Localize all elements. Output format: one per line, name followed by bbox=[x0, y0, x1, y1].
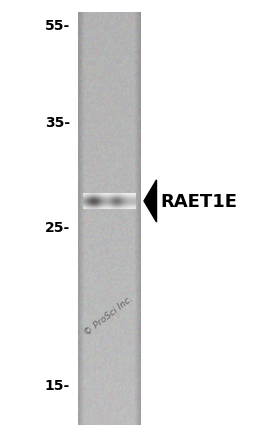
Text: RAET1E: RAET1E bbox=[160, 192, 237, 211]
Text: 55-: 55- bbox=[45, 19, 70, 33]
Text: 35-: 35- bbox=[45, 116, 70, 130]
Text: 25-: 25- bbox=[45, 221, 70, 235]
Text: 15-: 15- bbox=[45, 378, 70, 392]
Polygon shape bbox=[144, 180, 156, 223]
Text: © ProSci Inc.: © ProSci Inc. bbox=[83, 294, 135, 337]
